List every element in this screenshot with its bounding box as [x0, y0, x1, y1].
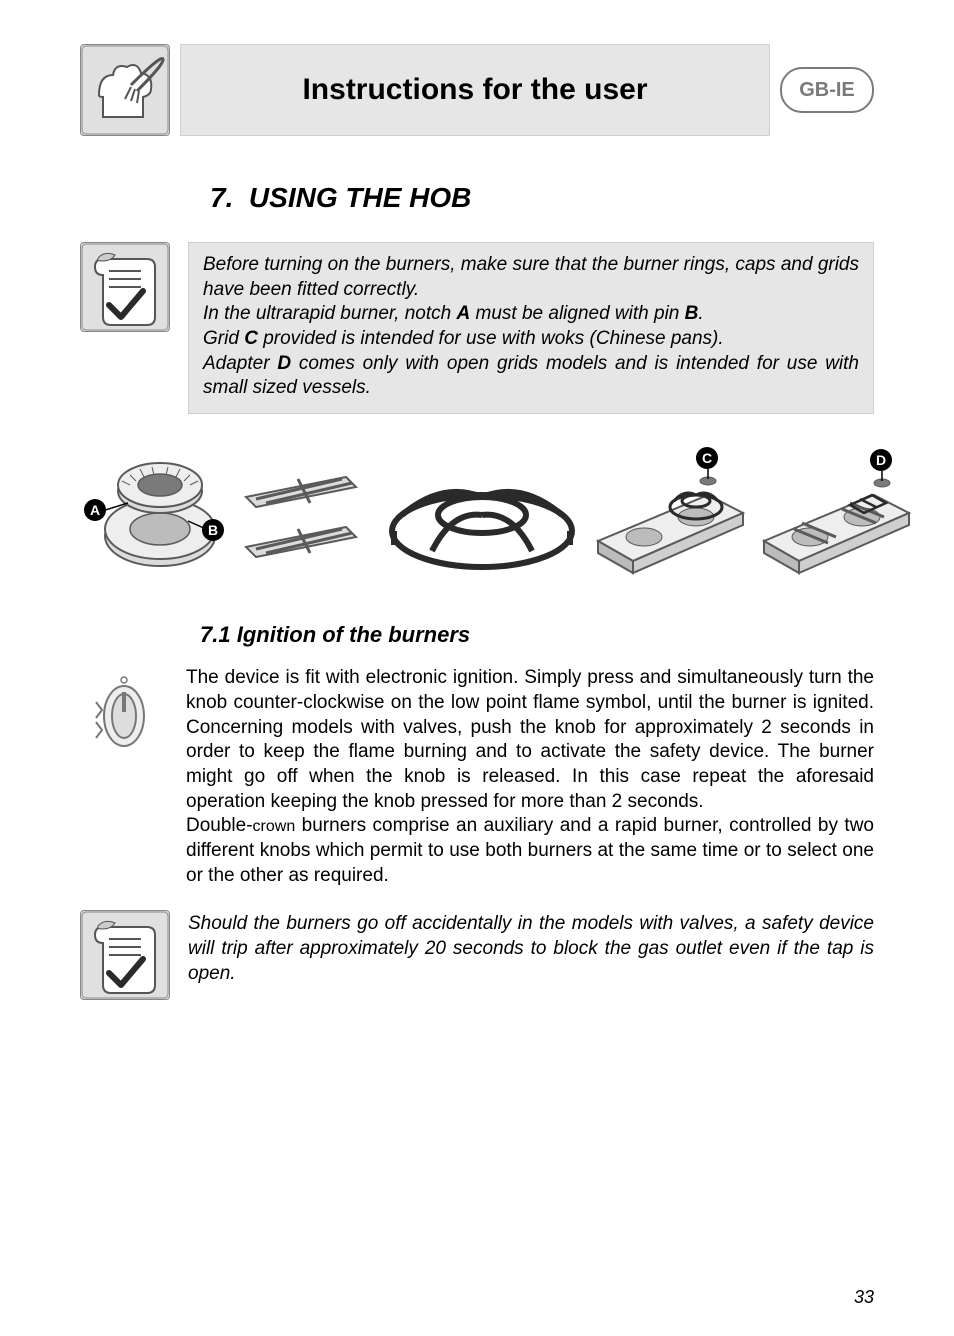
note-line4: Adapter D comes only with open grids mod… [203, 352, 859, 401]
section-number: 7. [210, 182, 233, 213]
figure-label-c: C [696, 447, 718, 469]
figure-burner-ring: A B [80, 441, 230, 581]
body-para2-pre: Double- [186, 815, 253, 836]
page-title: Instructions for the user [302, 73, 647, 107]
figure-label-b: B [202, 519, 224, 541]
page: Instructions for the user GB-IE 7. USING… [0, 0, 954, 1336]
chef-hat-whisk-icon [80, 44, 170, 136]
header-row: Instructions for the user GB-IE [80, 40, 874, 140]
note-block-safety: Should the burners go off accidentally i… [80, 910, 874, 1000]
note-block-setup: Before turning on the burners, make sure… [80, 242, 874, 414]
section-title: USING THE HOB [249, 182, 471, 213]
figure-label-d: D [870, 449, 892, 471]
language-badge-text: GB-IE [799, 79, 855, 102]
body-para1: The device is fit with electronic igniti… [186, 667, 874, 811]
figure-wok-grid [372, 441, 582, 581]
figure-flat-grids [236, 441, 366, 581]
note-scroll-check-icon [80, 910, 170, 1000]
figure-label-a: A [84, 499, 106, 521]
note-line3: Grid C provided is intended for use with… [203, 327, 859, 352]
figure-row: A B [80, 436, 874, 586]
title-bar: Instructions for the user [180, 44, 770, 136]
body-text: The device is fit with electronic igniti… [186, 666, 874, 888]
control-knob-icon [80, 666, 168, 754]
subsection-heading: 7.1 Ignition of the burners [200, 622, 874, 648]
note-line2: In the ultrarapid burner, notch A must b… [203, 302, 859, 327]
figure-hob-wok: C [588, 441, 748, 581]
note-scroll-check-icon [80, 242, 170, 332]
note-box-setup: Before turning on the burners, make sure… [188, 242, 874, 414]
language-badge: GB-IE [780, 67, 874, 113]
page-number: 33 [854, 1287, 874, 1308]
subsection-title: Ignition of the burners [237, 622, 470, 647]
note-line1: Before turning on the burners, make sure… [203, 253, 859, 302]
figure-hob-adapter: D [754, 441, 914, 581]
body-block: The device is fit with electronic igniti… [80, 666, 874, 888]
safety-note-text: Should the burners go off accidentally i… [188, 910, 874, 986]
subsection-number: 7.1 [200, 622, 231, 647]
body-para2-small: crown [253, 818, 296, 835]
section-heading: 7. USING THE HOB [210, 182, 874, 214]
